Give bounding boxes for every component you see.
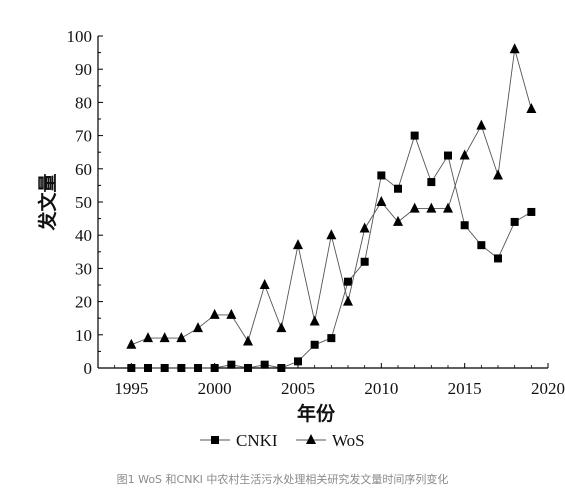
x-tick-label: 2015 bbox=[448, 379, 482, 398]
data-point-cnki bbox=[477, 241, 486, 250]
data-point-cnki bbox=[360, 257, 369, 266]
y-tick-label: 90 bbox=[75, 60, 92, 79]
data-point-cnki bbox=[460, 221, 469, 230]
data-point-wos bbox=[526, 103, 537, 114]
data-point-wos bbox=[159, 332, 170, 343]
data-point-cnki bbox=[294, 357, 302, 366]
x-tick-label: 2000 bbox=[198, 379, 232, 398]
y-tick-label: 80 bbox=[75, 93, 92, 112]
data-point-wos bbox=[443, 202, 453, 213]
data-point-wos bbox=[326, 229, 337, 240]
data-point-cnki bbox=[244, 364, 252, 372]
series-layer bbox=[126, 43, 537, 372]
data-point-wos bbox=[276, 322, 287, 333]
figure-caption: 图1 WoS 和CNKI 中农村生活污水处理相关研究发文量时间序列变化 bbox=[116, 473, 449, 486]
data-point-wos bbox=[293, 239, 303, 250]
data-point-wos bbox=[176, 332, 187, 343]
data-point-cnki bbox=[377, 171, 386, 180]
data-point-wos bbox=[259, 279, 270, 289]
data-point-wos bbox=[226, 308, 237, 319]
y-tick-label: 0 bbox=[84, 359, 93, 378]
data-point-wos bbox=[309, 315, 320, 326]
y-tick-label: 70 bbox=[75, 127, 92, 146]
data-point-cnki bbox=[277, 364, 286, 372]
y-tick-label: 10 bbox=[75, 326, 92, 345]
data-point-wos bbox=[126, 338, 137, 349]
data-point-cnki bbox=[494, 254, 502, 263]
y-tick-label: 30 bbox=[75, 259, 92, 278]
data-point-cnki bbox=[260, 360, 269, 369]
legend-label: CNKI bbox=[236, 431, 278, 450]
y-tick-label: 20 bbox=[75, 293, 92, 312]
data-point-wos bbox=[409, 202, 420, 213]
data-point-cnki bbox=[427, 178, 436, 187]
data-point-cnki bbox=[144, 364, 152, 372]
data-point-cnki bbox=[394, 184, 402, 193]
y-tick-label: 40 bbox=[75, 226, 92, 245]
series-line-cnki bbox=[131, 134, 532, 369]
series-line-wos bbox=[131, 49, 532, 346]
data-point-cnki bbox=[527, 207, 536, 216]
data-point-wos bbox=[143, 332, 153, 343]
data-point-cnki bbox=[310, 340, 319, 349]
data-point-wos bbox=[243, 335, 253, 346]
data-point-wos bbox=[476, 119, 487, 130]
data-point-wos bbox=[459, 149, 470, 160]
data-point-wos bbox=[509, 43, 520, 54]
data-point-cnki bbox=[444, 151, 452, 160]
legend-item-cnki: CNKI bbox=[200, 431, 278, 450]
data-point-cnki bbox=[410, 131, 419, 140]
y-tick-label: 100 bbox=[67, 27, 93, 46]
data-point-cnki bbox=[210, 364, 219, 372]
data-point-cnki bbox=[327, 334, 336, 343]
y-tick-label: 50 bbox=[75, 193, 92, 212]
x-tick-label: 1995 bbox=[114, 379, 148, 398]
x-tick-label: 2010 bbox=[364, 379, 398, 398]
data-point-cnki bbox=[160, 364, 169, 372]
data-point-wos bbox=[359, 222, 370, 233]
axes: 0 10 20 30 40 50 60 70 80 90 100 1995 2000 2005 2010 20… bbox=[67, 27, 565, 398]
legend-marker bbox=[306, 434, 316, 444]
data-point-cnki bbox=[344, 277, 352, 286]
y-tick-label: 60 bbox=[75, 160, 92, 179]
legend: CNKI WoS bbox=[200, 431, 365, 450]
legend-item-wos: WoS bbox=[296, 431, 365, 450]
y-axis-title: 发文量 bbox=[36, 173, 59, 231]
data-point-wos bbox=[393, 215, 403, 226]
data-point-cnki bbox=[127, 364, 136, 372]
legend-marker bbox=[211, 436, 219, 444]
data-point-wos bbox=[426, 202, 437, 213]
x-tick-label: 2005 bbox=[281, 379, 315, 398]
data-point-cnki bbox=[227, 360, 236, 369]
legend-label: WoS bbox=[332, 431, 365, 450]
series-wos bbox=[126, 43, 537, 349]
x-tick-label: 2020 bbox=[531, 379, 565, 398]
chart: 0 10 20 30 40 50 60 70 80 90 100 1995 2000 2005 2010 20… bbox=[36, 27, 565, 450]
data-point-wos bbox=[376, 196, 387, 206]
series-cnki bbox=[127, 131, 536, 372]
data-point-wos bbox=[343, 295, 353, 306]
x-axis-title: 年份 bbox=[297, 402, 336, 425]
data-point-cnki bbox=[177, 364, 186, 372]
data-point-cnki bbox=[194, 364, 202, 372]
data-point-cnki bbox=[510, 217, 519, 226]
data-point-wos bbox=[493, 169, 503, 180]
data-point-wos bbox=[209, 308, 220, 319]
data-point-wos bbox=[193, 322, 203, 333]
